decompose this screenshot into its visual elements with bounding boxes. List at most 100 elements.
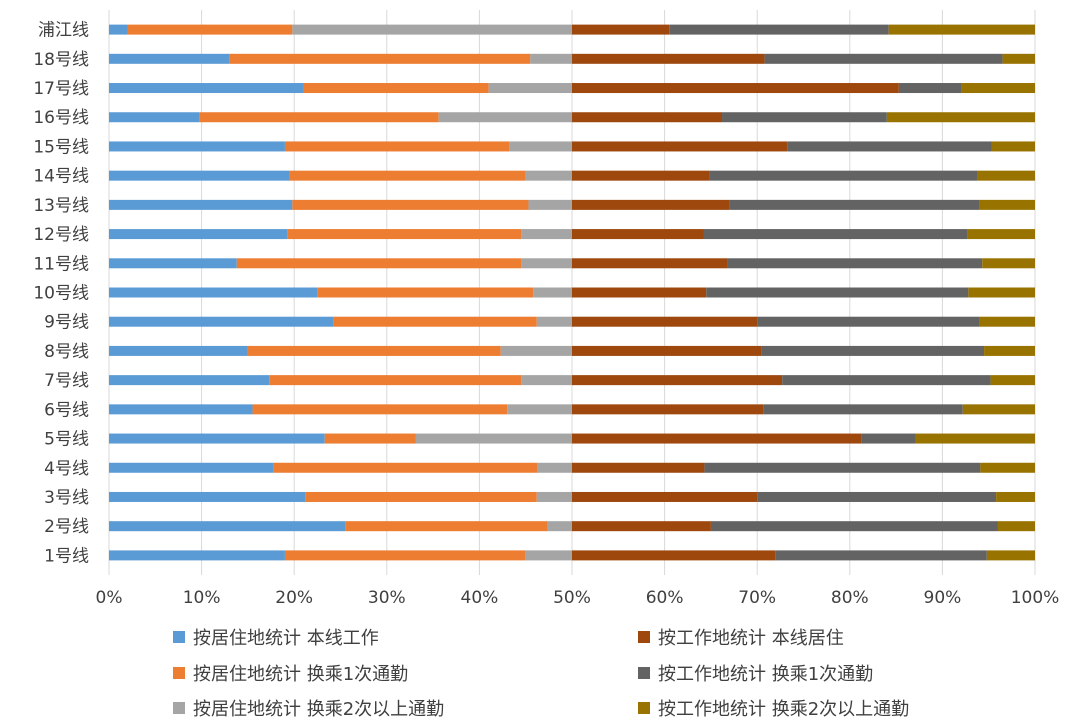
bar-segment (109, 375, 270, 386)
bar-segment (292, 199, 529, 210)
bar-segment (704, 462, 981, 473)
bar-segment (572, 258, 728, 269)
bar-segment (317, 287, 534, 298)
category-label: 15号线 (33, 137, 89, 157)
bar-segment (507, 404, 572, 415)
bar-segment (109, 433, 325, 444)
bar-segment (757, 491, 997, 502)
bar-segment (722, 112, 887, 123)
category-label: 10号线 (33, 284, 89, 304)
bar-segment (324, 433, 416, 444)
category-label: 16号线 (33, 108, 89, 128)
bar-segment (997, 521, 1035, 532)
bar-segment (109, 550, 285, 561)
bar-segment (757, 316, 980, 327)
bar-segment (528, 199, 572, 210)
bar-segment (996, 491, 1035, 502)
bar-segment (1002, 53, 1035, 64)
category-label: 4号线 (44, 459, 89, 479)
bar-segment (500, 345, 572, 356)
bar-segment (915, 433, 1035, 444)
x-tick-label: 90% (924, 588, 962, 608)
bar-segment (764, 53, 1003, 64)
x-tick-label: 100% (1011, 588, 1060, 608)
bar-segment (533, 287, 572, 298)
bar-segment (521, 375, 572, 386)
category-label: 5号线 (44, 430, 89, 450)
category-label: 9号线 (44, 313, 89, 333)
bar-segment (303, 83, 489, 94)
bar-segment (509, 141, 572, 152)
bar-segment (292, 24, 572, 35)
bar-segment (488, 83, 572, 94)
bar-segment (703, 229, 968, 240)
bar-segment (991, 141, 1035, 152)
x-tick-label: 30% (368, 588, 406, 608)
category-label: 11号线 (33, 254, 89, 274)
bar-segment (986, 550, 1035, 561)
bar-segment (109, 83, 304, 94)
bar-segment (710, 521, 998, 532)
bar-segment (968, 287, 1035, 298)
bar-segment (967, 229, 1035, 240)
bar-segment (109, 199, 293, 210)
bar-segment (546, 521, 572, 532)
bar-segment (706, 287, 969, 298)
x-tick-label: 80% (831, 588, 869, 608)
x-tick-label: 0% (96, 588, 123, 608)
bar-segment (438, 112, 572, 123)
bar-segment (572, 521, 711, 532)
category-label: 7号线 (44, 371, 89, 391)
bar-segment (109, 462, 274, 473)
bar-segment (236, 258, 522, 269)
x-tick-label: 40% (461, 588, 499, 608)
bar-segment (572, 404, 764, 415)
bar-segment (984, 345, 1035, 356)
bar-segment (199, 112, 439, 123)
bar-segment (572, 229, 704, 240)
bar-segment (109, 170, 290, 181)
bar-segment (536, 491, 572, 502)
bar-segment (775, 550, 987, 561)
bar-segment (572, 53, 765, 64)
bar-segment (536, 316, 572, 327)
bar-segment (109, 258, 237, 269)
x-tick-label: 60% (646, 588, 684, 608)
bar-segment (521, 258, 572, 269)
bar-segment (787, 141, 992, 152)
bar-segment (109, 345, 248, 356)
bar-segment (727, 258, 983, 269)
bar-segment (273, 462, 538, 473)
category-label: 17号线 (33, 79, 89, 99)
bar-segment (521, 229, 572, 240)
bar-segment (252, 404, 508, 415)
bar-segment (525, 170, 572, 181)
bar-segment (525, 550, 572, 561)
category-label: 8号线 (44, 342, 89, 362)
bar-segment (289, 170, 526, 181)
bar-segment (572, 345, 762, 356)
bar-segment (572, 199, 730, 210)
bar-segment (729, 199, 980, 210)
category-label: 3号线 (44, 488, 89, 508)
x-tick-label: 20% (275, 588, 313, 608)
bar-segment (572, 112, 723, 123)
bar-segment (572, 550, 776, 561)
bar-segment (109, 53, 230, 64)
category-label: 浦江线 (38, 21, 89, 41)
bar-segment (109, 24, 128, 35)
bar-segment (333, 316, 537, 327)
bar-segment (572, 287, 707, 298)
bar-segment (888, 24, 1035, 35)
bar-segment (979, 199, 1035, 210)
bar-segment (572, 433, 862, 444)
bar-segment (763, 404, 963, 415)
bar-segment (109, 287, 318, 298)
bar-segment (980, 462, 1035, 473)
bar-segment (572, 141, 788, 152)
bar-segment (537, 462, 572, 473)
bar-segment (761, 345, 985, 356)
bar-segment (898, 83, 962, 94)
bar-segment (229, 53, 531, 64)
